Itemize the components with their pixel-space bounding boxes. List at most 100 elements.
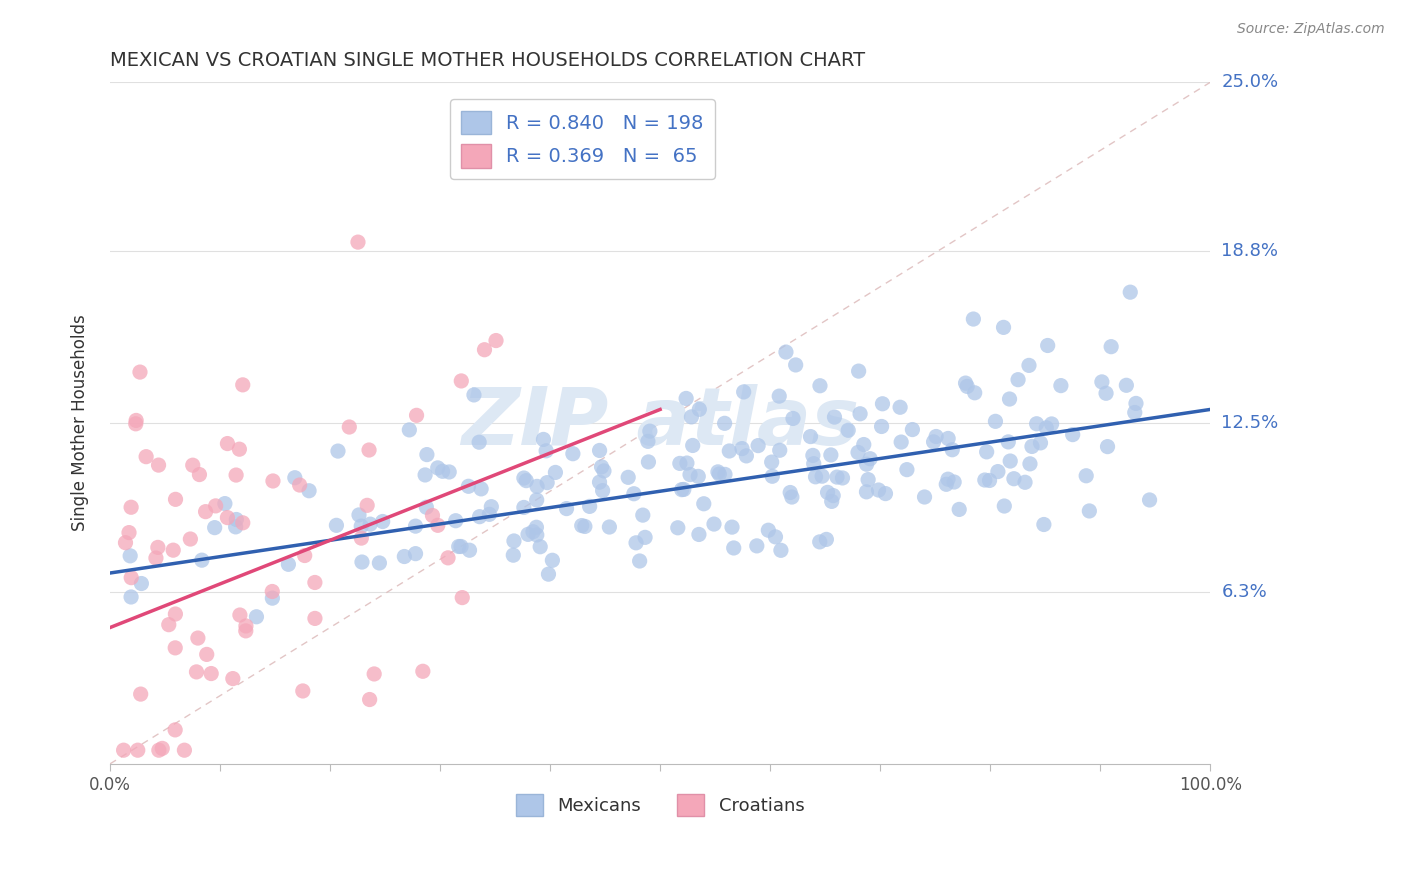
Point xyxy=(405,547,427,561)
Point xyxy=(780,490,803,504)
Text: MEXICAN VS CROATIAN SINGLE MOTHER HOUSEHOLDS CORRELATION CHART: MEXICAN VS CROATIAN SINGLE MOTHER HOUSEH… xyxy=(110,51,865,70)
Point xyxy=(326,444,349,458)
Point xyxy=(747,439,769,453)
Point xyxy=(195,648,218,662)
Point xyxy=(634,530,657,544)
Point xyxy=(1123,405,1146,419)
Point xyxy=(398,423,420,437)
Point xyxy=(849,407,872,421)
Point xyxy=(371,515,394,529)
Point xyxy=(188,467,211,482)
Point xyxy=(984,414,1007,428)
Point xyxy=(229,607,252,622)
Point xyxy=(363,667,385,681)
Point xyxy=(821,494,844,508)
Point xyxy=(474,343,496,357)
Point xyxy=(561,447,583,461)
Point xyxy=(356,499,378,513)
Point xyxy=(820,448,842,462)
Point xyxy=(578,500,600,514)
Point xyxy=(1025,417,1047,431)
Point xyxy=(284,471,307,485)
Point xyxy=(114,535,136,549)
Point xyxy=(973,473,995,487)
Point xyxy=(359,517,381,532)
Point xyxy=(298,483,321,498)
Point xyxy=(145,551,167,566)
Point xyxy=(628,554,651,568)
Point xyxy=(479,500,502,514)
Point xyxy=(533,433,555,447)
Point xyxy=(688,527,710,541)
Point xyxy=(1036,338,1059,352)
Point xyxy=(948,502,970,516)
Point xyxy=(703,517,725,532)
Point xyxy=(129,687,152,701)
Point xyxy=(761,469,783,483)
Point xyxy=(186,665,208,679)
Point xyxy=(534,443,557,458)
Point xyxy=(955,376,977,390)
Point xyxy=(1007,373,1029,387)
Point xyxy=(245,609,267,624)
Point xyxy=(890,435,912,450)
Text: ZIP atlas: ZIP atlas xyxy=(461,384,859,462)
Point xyxy=(522,524,544,539)
Point xyxy=(217,436,239,450)
Point xyxy=(405,519,427,533)
Point xyxy=(262,584,284,599)
Point xyxy=(204,499,226,513)
Point xyxy=(173,743,195,757)
Point xyxy=(769,543,792,558)
Point xyxy=(799,429,821,443)
Point xyxy=(637,434,659,449)
Point xyxy=(855,484,877,499)
Point xyxy=(936,432,959,446)
Point xyxy=(451,591,474,605)
Point xyxy=(463,388,485,402)
Point xyxy=(803,457,825,471)
Point xyxy=(592,483,614,498)
Point xyxy=(225,512,247,526)
Point xyxy=(478,508,501,522)
Point xyxy=(120,500,142,515)
Point xyxy=(785,358,807,372)
Point xyxy=(675,392,697,406)
Point xyxy=(165,640,187,655)
Point xyxy=(963,385,986,400)
Point xyxy=(526,528,548,542)
Point xyxy=(848,364,870,378)
Point xyxy=(148,743,170,757)
Point xyxy=(1035,421,1057,435)
Point xyxy=(536,475,558,490)
Point xyxy=(745,539,768,553)
Point xyxy=(943,475,966,489)
Point xyxy=(470,482,492,496)
Point xyxy=(526,493,548,508)
Point xyxy=(526,479,548,493)
Point xyxy=(1019,457,1042,471)
Point xyxy=(415,500,437,515)
Point xyxy=(997,434,1019,449)
Point xyxy=(1099,340,1122,354)
Point xyxy=(1076,468,1098,483)
Point xyxy=(941,442,963,457)
Point xyxy=(503,533,526,548)
Point xyxy=(875,486,897,500)
Point xyxy=(681,409,703,424)
Point xyxy=(769,443,792,458)
Point xyxy=(485,334,508,348)
Point xyxy=(1091,375,1114,389)
Point xyxy=(935,477,957,491)
Point xyxy=(733,384,755,399)
Point xyxy=(811,469,834,483)
Point xyxy=(804,470,827,484)
Point xyxy=(868,483,890,497)
Point xyxy=(262,591,284,606)
Point xyxy=(598,520,620,534)
Point xyxy=(993,320,1015,334)
Point xyxy=(513,471,536,485)
Text: Source: ZipAtlas.com: Source: ZipAtlas.com xyxy=(1237,22,1385,37)
Point xyxy=(1014,475,1036,490)
Point xyxy=(765,530,787,544)
